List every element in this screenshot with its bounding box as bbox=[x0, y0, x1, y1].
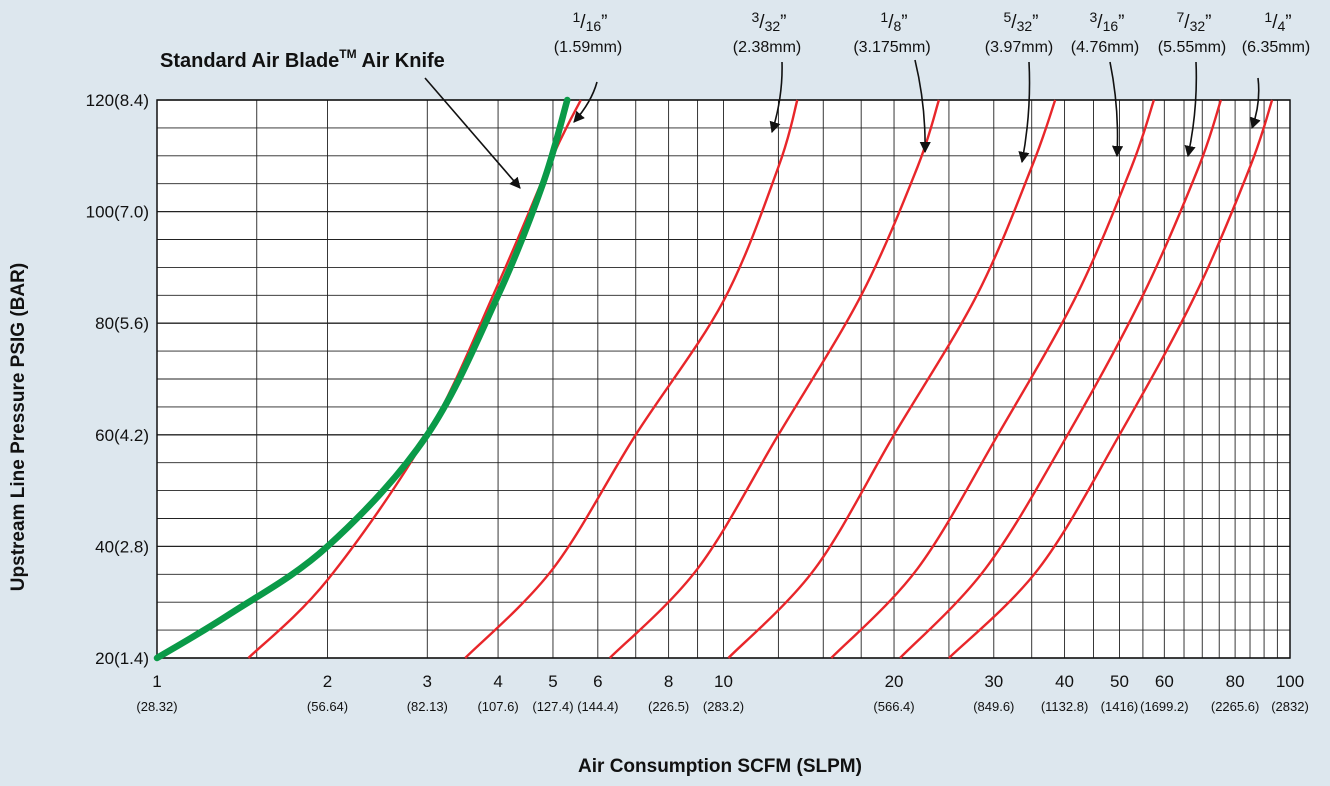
size-fraction-label: 1/4” bbox=[1264, 9, 1291, 34]
size-fraction-label: 3/16” bbox=[1090, 9, 1125, 34]
x-tick-label: 6 bbox=[593, 672, 602, 691]
size-arrow-7 bbox=[1250, 77, 1261, 130]
x-tick-sublabel: (566.4) bbox=[873, 699, 914, 714]
x-tick-sublabel: (1699.2) bbox=[1140, 699, 1188, 714]
x-tick-label: 5 bbox=[548, 672, 557, 691]
size-arrow-3 bbox=[914, 59, 931, 154]
x-tick-sublabel: (226.5) bbox=[648, 699, 689, 714]
x-tick-sublabel: (1416) bbox=[1101, 699, 1139, 714]
y-axis-title: Upstream Line Pressure PSIG (BAR) bbox=[8, 263, 29, 591]
x-tick-sublabel: (107.6) bbox=[477, 699, 518, 714]
size-fraction-label: 3/32” bbox=[752, 9, 787, 34]
x-tick-sublabel: (28.32) bbox=[136, 699, 177, 714]
size-mm-label: (2.38mm) bbox=[733, 39, 801, 56]
size-arrow-2 bbox=[769, 61, 783, 134]
x-tick-label: 10 bbox=[714, 672, 733, 691]
size-arrow-6 bbox=[1184, 61, 1198, 158]
y-tick-label: 120(8.4) bbox=[86, 91, 149, 110]
nozzle-curve-7 bbox=[948, 99, 1274, 659]
nozzle-curve-3 bbox=[608, 99, 941, 659]
x-tick-label: 100 bbox=[1276, 672, 1304, 691]
x-tick-label: 40 bbox=[1055, 672, 1074, 691]
nozzle-curve-2 bbox=[464, 99, 799, 659]
label-layer: 1 (28.32) 2 (56.64) 3 (82.13) 4 (107.6) 5 (127.4)… bbox=[86, 9, 1311, 714]
x-tick-label: 20 bbox=[885, 672, 904, 691]
x-tick-sublabel: (2832) bbox=[1271, 699, 1309, 714]
x-tick-sublabel: (1132.8) bbox=[1041, 699, 1088, 714]
size-fraction-label: 5/32” bbox=[1004, 9, 1039, 34]
size-mm-label: (3.97mm) bbox=[985, 39, 1053, 56]
size-mm-label: (1.59mm) bbox=[554, 39, 622, 56]
y-tick-label: 20(1.4) bbox=[95, 649, 149, 668]
x-tick-label: 1 bbox=[152, 672, 161, 691]
plot-frame bbox=[156, 99, 1291, 659]
x-tick-sublabel: (82.13) bbox=[407, 699, 448, 714]
size-mm-label: (3.175mm) bbox=[853, 39, 930, 56]
size-fraction-label: 1/16” bbox=[573, 9, 608, 34]
x-tick-sublabel: (2265.6) bbox=[1211, 699, 1259, 714]
size-fraction-label: 1/8” bbox=[880, 9, 907, 34]
x-tick-label: 80 bbox=[1226, 672, 1245, 691]
air-knife-curve bbox=[153, 96, 571, 662]
size-arrow-4 bbox=[1018, 61, 1031, 164]
x-tick-label: 60 bbox=[1155, 672, 1174, 691]
x-tick-sublabel: (283.2) bbox=[703, 699, 744, 714]
nozzle-curve-6 bbox=[899, 99, 1223, 659]
chart-title: Standard Air BladeTM Air Knife bbox=[160, 47, 445, 72]
size-arrow-1 bbox=[573, 81, 598, 123]
x-tick-label: 2 bbox=[323, 672, 332, 691]
size-mm-label: (4.76mm) bbox=[1071, 39, 1139, 56]
x-tick-label: 3 bbox=[423, 672, 432, 691]
grid-layer bbox=[156, 99, 1291, 659]
nozzle-curve-5 bbox=[830, 99, 1156, 659]
size-fraction-label: 7/32” bbox=[1177, 9, 1212, 34]
x-axis-title: Air Consumption SCFM (SLPM) bbox=[578, 756, 862, 777]
annotation-arrows bbox=[424, 59, 1261, 189]
x-tick-label: 50 bbox=[1110, 672, 1129, 691]
size-mm-label: (5.55mm) bbox=[1158, 39, 1226, 56]
y-tick-label: 40(2.8) bbox=[95, 537, 149, 556]
x-tick-label: 4 bbox=[493, 672, 502, 691]
x-tick-sublabel: (144.4) bbox=[577, 699, 618, 714]
size-mm-label: (6.35mm) bbox=[1242, 39, 1310, 56]
y-tick-label: 100(7.0) bbox=[86, 203, 149, 222]
curve-layer bbox=[153, 96, 1274, 662]
x-tick-sublabel: (127.4) bbox=[532, 699, 573, 714]
x-tick-label: 30 bbox=[984, 672, 1003, 691]
x-tick-label: 8 bbox=[664, 672, 673, 691]
air-knife-arrow bbox=[424, 77, 521, 189]
x-tick-sublabel: (849.6) bbox=[973, 699, 1014, 714]
y-tick-label: 80(5.6) bbox=[95, 314, 149, 333]
nozzle-curve-4 bbox=[727, 99, 1057, 659]
x-tick-sublabel: (56.64) bbox=[307, 699, 348, 714]
size-arrow-5 bbox=[1109, 61, 1124, 158]
y-tick-label: 60(4.2) bbox=[95, 426, 149, 445]
